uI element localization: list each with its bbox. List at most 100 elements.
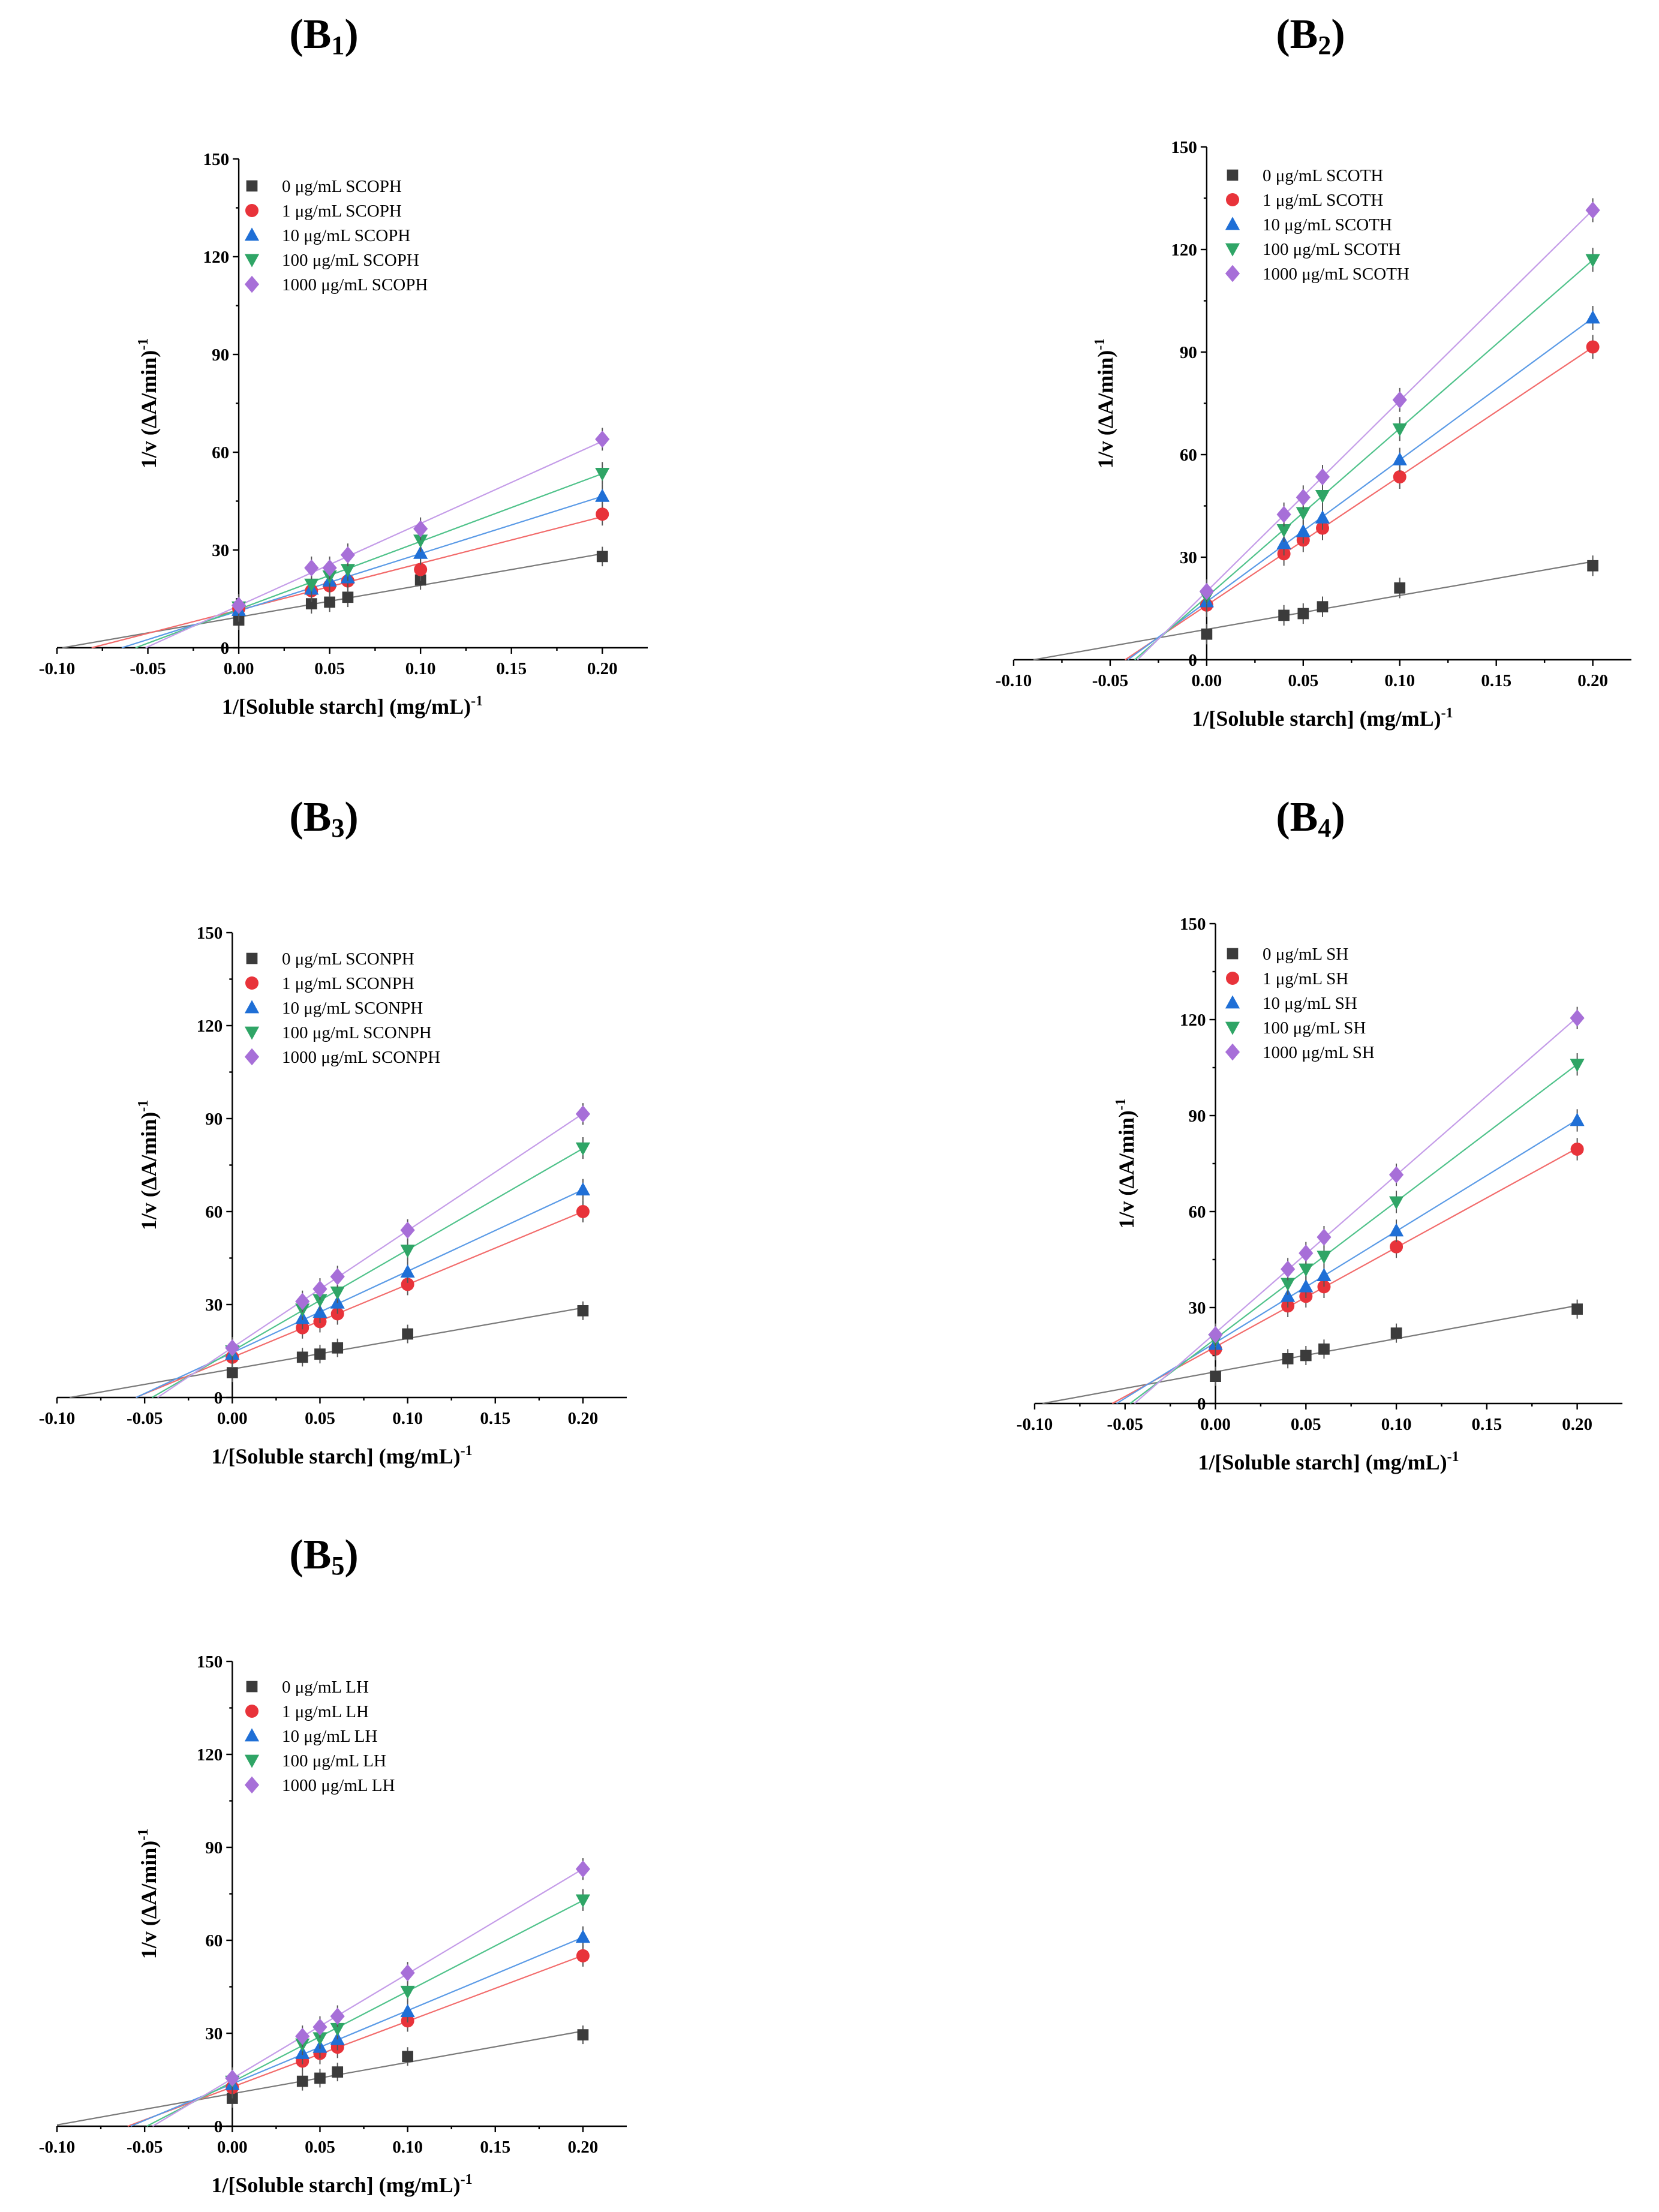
x-tick-label: -0.05 [127,1409,163,1428]
data-point [295,2027,310,2045]
data-point [1317,1268,1332,1282]
data-point [577,1305,589,1317]
legend-marker [244,254,260,268]
data-point [225,1339,240,1357]
fit-line [127,1955,584,2127]
panel-title-paren-open: ( [289,11,303,58]
x-tick-label: 0.15 [480,2138,510,2157]
data-point [1299,1245,1314,1262]
panel-title-paren-open: ( [1276,794,1290,840]
x-tick-label: 0.00 [217,2138,248,2157]
data-point [402,1328,413,1340]
x-tick-label: 0.10 [392,1409,423,1428]
x-tick-label: -0.10 [39,2138,75,2157]
data-point [1210,1371,1221,1382]
legend-marker [246,180,258,192]
y-axis-title-sup: -1 [1092,338,1108,350]
legend-marker [1226,972,1239,985]
legend-marker [244,227,260,241]
fit-line [121,495,603,649]
data-point [577,2029,589,2040]
data-point [575,1142,591,1156]
panel-title-paren-close: ) [1331,11,1345,58]
x-axis-title-sup: -1 [1447,1449,1459,1465]
data-point [400,1985,415,1999]
data-point [1388,1196,1404,1210]
y-axis-title: 1/v (ΔA/min)-1 [136,1829,161,1959]
data-point [1571,1303,1583,1315]
panel-title-paren-close: ) [344,11,358,58]
data-point [400,1964,415,1982]
data-point [1587,560,1598,572]
x-tick-label: 0.00 [1200,1415,1231,1434]
fit-line [157,1113,584,1398]
legend-marker [246,952,258,964]
data-point [576,1205,590,1218]
data-point [324,596,335,608]
data-point [296,1351,308,1363]
data-point [1276,536,1291,549]
data-point [305,598,317,609]
legend-label: 1 μg/mL SCOPH [282,202,402,221]
x-tick-label: -0.10 [996,671,1032,690]
data-point [1318,1343,1330,1355]
data-point [1299,1263,1314,1277]
data-point [576,1949,590,1962]
legend-label: 1000 μg/mL SH [1263,1043,1375,1062]
x-axis-title: 1/[Soluble starch] (mg/mL)-1 [1198,1449,1459,1474]
data-point [414,563,428,576]
y-axis-title: 1/v (ΔA/min)-1 [1092,338,1117,469]
panel-title: (B4) [1276,794,1345,843]
x-axis-title: 1/[Soluble starch] (mg/mL)-1 [222,693,483,719]
data-point [400,1245,415,1258]
data-point [575,1182,591,1196]
data-point [1586,340,1600,354]
data-point [400,1221,415,1239]
x-tick-label: 0.15 [496,659,527,678]
fit-line [1033,561,1593,661]
y-axis-title-sup: -1 [136,338,151,350]
data-point [342,591,354,603]
x-tick-label: 0.20 [568,2138,599,2157]
y-axis-title: 1/v (ΔA/min)-1 [136,1100,161,1231]
y-tick-label: 90 [205,1110,223,1129]
data-point [314,2072,326,2084]
y-tick-label: 150 [197,1652,223,1672]
x-tick-label: 0.20 [587,659,618,678]
y-tick-label: 150 [197,924,223,943]
data-point [413,545,428,559]
data-point [314,1348,326,1360]
legend-marker [1227,948,1239,960]
data-point [312,1280,327,1298]
x-tick-label: 0.05 [314,659,345,678]
x-tick-label: -0.05 [130,659,166,678]
legend-marker [245,976,259,990]
data-point [1296,488,1311,506]
fit-line [1134,1017,1578,1404]
data-point [1317,601,1329,612]
data-point [1393,470,1406,484]
x-tick-label: 0.10 [1384,671,1415,690]
panel-title-paren-close: ) [344,794,358,840]
x-axis-title-main: 1/[Soluble starch] (mg/mL) [1198,1450,1447,1474]
data-point [322,559,337,577]
y-tick-label: 90 [1189,1107,1206,1126]
legend-label: 0 μg/mL SCONPH [282,949,414,969]
legend-marker [1225,217,1240,230]
data-point [1585,254,1600,268]
panel-title: (B1) [289,11,358,60]
legend-marker [1225,265,1240,282]
legend-marker [1226,193,1239,206]
data-point [1281,1288,1296,1302]
data-point [225,2069,240,2087]
x-tick-label: 0.10 [405,659,436,678]
data-point [1392,391,1407,409]
panel-title-paren-close: ) [1331,794,1345,840]
panel-title-letter: B [303,1532,332,1578]
data-point [575,1105,591,1123]
fit-line [69,1307,584,1399]
y-tick-label: 90 [205,1838,223,1858]
x-axis-title-sup: -1 [461,1443,473,1459]
data-point [226,1367,238,1379]
data-point [1388,1223,1404,1237]
